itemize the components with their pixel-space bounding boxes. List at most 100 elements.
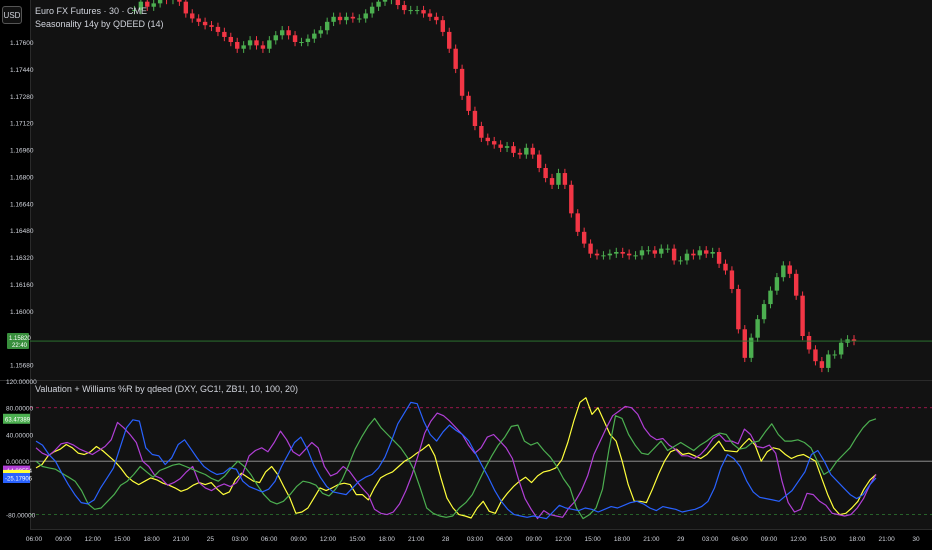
- oscillator-pane[interactable]: [30, 381, 932, 529]
- candle-body: [729, 270, 735, 289]
- candle-body: [569, 184, 574, 214]
- osc-tick-label: 40.00000: [6, 432, 33, 439]
- candle-body: [318, 30, 323, 34]
- candle-body: [749, 337, 754, 358]
- candle-body: [498, 144, 503, 148]
- price-tick-label: 1.16800: [10, 174, 34, 181]
- candle-body: [414, 10, 420, 12]
- candle-body: [633, 255, 638, 257]
- candle-body: [614, 252, 619, 254]
- osc-value-badge: [3, 473, 30, 484]
- time-tick-label: 15:00: [820, 536, 837, 543]
- candle-body: [819, 361, 825, 368]
- candle-body: [492, 141, 497, 145]
- candle-body: [813, 349, 818, 362]
- candle-body: [440, 20, 446, 32]
- price-tick-label: 1.17600: [10, 40, 34, 47]
- candle-body: [530, 147, 535, 155]
- candle-body: [157, 0, 163, 4]
- price-tick-label: 1.16000: [10, 309, 34, 316]
- candle-body: [222, 31, 227, 37]
- seasonality-indicator-label[interactable]: Seasonality 14y by QDEED (14): [35, 19, 164, 29]
- candle-body: [710, 252, 715, 254]
- series-line: [35, 415, 877, 520]
- candle-body: [594, 253, 600, 256]
- candle-body: [601, 255, 606, 257]
- candle-body: [151, 3, 156, 7]
- axes-layer: 1.17600 1.17440 1.17280 1.17120 1.16960 1.168…: [3, 40, 920, 543]
- candle-body: [684, 253, 690, 261]
- candle-body: [736, 288, 741, 330]
- osc-tick-label: 120.00000: [6, 379, 37, 386]
- candle-body: [459, 68, 465, 96]
- candle-body: [260, 45, 266, 49]
- time-tick-label: 09:00: [290, 536, 307, 543]
- candle-body: [215, 26, 221, 32]
- candle-body: [620, 252, 625, 254]
- candle-body: [228, 36, 233, 42]
- symbol-title[interactable]: Euro FX Futures · 30 · CME: [35, 6, 148, 16]
- candle-body: [376, 1, 381, 7]
- price-tick-label: 1.16480: [10, 228, 34, 235]
- time-tick-label: 06:00: [731, 536, 748, 543]
- time-tick-label: 12:00: [790, 536, 807, 543]
- candle-body: [755, 319, 760, 338]
- time-tick-label: 06:00: [496, 536, 513, 543]
- candle-body: [575, 213, 580, 232]
- candle-body: [781, 265, 786, 278]
- candle-body: [678, 260, 683, 262]
- candle-body: [671, 248, 677, 261]
- candle-body: [350, 16, 356, 19]
- candle-body: [408, 10, 413, 12]
- price-tick-label: 1.17440: [10, 67, 34, 74]
- candle-body: [851, 339, 857, 342]
- currency-button[interactable]: USD: [2, 6, 22, 24]
- price-tick-label: 1.16640: [10, 201, 34, 208]
- candle-body: [279, 30, 285, 36]
- oscillator-layer: [30, 397, 932, 520]
- candle-body: [235, 42, 240, 49]
- candle-body: [768, 290, 773, 305]
- candle-body: [742, 329, 747, 358]
- osc-tick-label: 80.00000: [6, 406, 33, 413]
- candle-body: [626, 253, 632, 256]
- candle-body: [402, 5, 407, 11]
- candle-body: [697, 250, 703, 256]
- price-pane[interactable]: [30, 0, 932, 380]
- time-tick-label: 18:00: [379, 536, 396, 543]
- price-tick-label: 1.16960: [10, 148, 34, 155]
- candle-body: [292, 35, 298, 42]
- candle-body: [562, 173, 568, 185]
- time-tick-label: 21:00: [173, 536, 190, 543]
- time-tick-label: 12:00: [555, 536, 572, 543]
- candle-body: [177, 0, 182, 2]
- series-line: [35, 401, 877, 520]
- candle-body: [639, 250, 645, 256]
- candle-body: [800, 295, 805, 336]
- candle-body: [369, 6, 375, 14]
- candle-body: [652, 250, 658, 254]
- time-tick-label: 15:00: [349, 536, 366, 543]
- candle-body: [209, 25, 214, 27]
- price-tick-label: 1.15680: [10, 363, 34, 370]
- candle-body: [395, 0, 401, 6]
- candle-body: [183, 1, 189, 14]
- time-tick-label: 18:00: [143, 536, 160, 543]
- candle-body: [337, 16, 343, 21]
- candle-body: [704, 250, 709, 254]
- candle-body: [581, 231, 587, 244]
- time-tick-label: 15:00: [114, 536, 131, 543]
- candle-body: [382, 0, 388, 2]
- time-tick-label: 18:00: [849, 536, 866, 543]
- time-tick-label: 30: [912, 536, 920, 543]
- candles-layer: [30, 0, 932, 373]
- candle-body: [447, 31, 452, 49]
- valuation-indicator-label[interactable]: Valuation + Williams %R by qdeed (DXY, G…: [35, 384, 299, 394]
- candle-body: [556, 173, 561, 185]
- candle-body: [312, 33, 317, 39]
- time-tick-label: 09:00: [761, 536, 778, 543]
- time-tick-label: 29: [677, 536, 685, 543]
- time-tick-label: 09:00: [55, 536, 72, 543]
